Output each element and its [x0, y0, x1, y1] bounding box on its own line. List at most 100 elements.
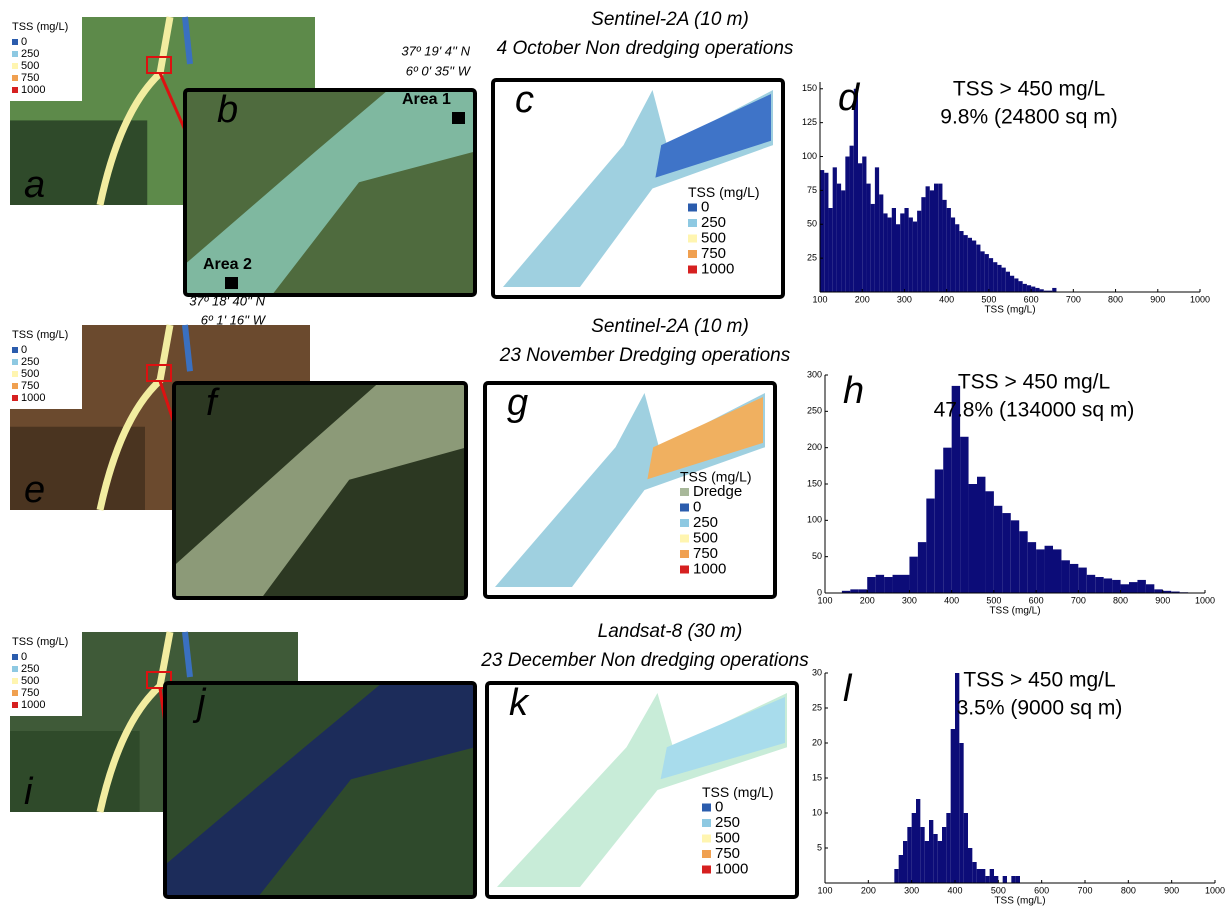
detail-frame: [172, 381, 468, 600]
x-tick-label: 500: [981, 294, 996, 304]
legend-title: TSS (mg/L): [12, 329, 68, 341]
x-tick-label: 400: [939, 294, 954, 304]
legend-swatch: [12, 666, 18, 672]
map-frame: [483, 381, 777, 599]
legend-label: 500: [693, 529, 718, 546]
x-axis-label: TSS (mg/L): [984, 305, 1035, 316]
y-tick-label: 50: [812, 551, 822, 561]
bar: [929, 820, 934, 883]
legend-swatch: [12, 359, 18, 365]
bar: [911, 813, 916, 883]
bar: [1010, 520, 1020, 593]
panel-letter: h: [843, 370, 864, 412]
legend-label: 750: [21, 72, 39, 84]
legend-label: 500: [21, 368, 39, 380]
bar: [1031, 286, 1036, 292]
bar: [955, 673, 960, 883]
x-tick-label: 200: [860, 595, 875, 605]
panel-letter: a: [24, 164, 45, 206]
y-tick-label: 50: [807, 219, 817, 229]
legend-label: 0: [21, 36, 27, 48]
legend-title: TSS (mg/L): [12, 636, 68, 648]
row-title: Sentinel-2A (10 m): [591, 316, 749, 337]
legend-label: 750: [701, 245, 726, 262]
bar: [879, 194, 884, 292]
legend-label: 750: [21, 380, 39, 392]
bar: [1078, 567, 1087, 593]
y-tick-label: 10: [812, 807, 822, 817]
legend-label: 750: [715, 845, 740, 862]
y-tick-label: 25: [812, 702, 822, 712]
legend-label: 500: [21, 675, 39, 687]
legend-swatch: [688, 203, 697, 212]
y-tick-label: 20: [812, 737, 822, 747]
bar: [942, 199, 947, 292]
bar: [1171, 591, 1180, 593]
x-tick-label: 400: [947, 885, 962, 895]
x-tick-label: 700: [1077, 885, 1092, 895]
bar: [884, 577, 893, 593]
legend-swatch: [12, 51, 18, 57]
bar: [934, 183, 939, 292]
bar: [1043, 290, 1048, 292]
bar: [926, 498, 935, 593]
legend-swatch: [680, 534, 689, 543]
bar: [898, 855, 903, 883]
detail-water: [174, 383, 466, 598]
area-marker: [225, 277, 238, 289]
legend-label: 0: [715, 798, 723, 815]
x-tick-label: 600: [1034, 885, 1049, 895]
map-high: [660, 697, 785, 780]
legend-swatch: [12, 75, 18, 81]
bar: [917, 210, 922, 292]
legend-label: 250: [693, 514, 718, 531]
legend-swatch: [702, 819, 711, 827]
bar: [968, 484, 977, 593]
map-high: [655, 94, 771, 178]
legend-label: 250: [715, 814, 740, 831]
river: [96, 16, 174, 206]
bar: [1015, 876, 1020, 883]
legend-label: 1000: [701, 260, 734, 277]
row-subtitle: 23 November Dredging operations: [499, 345, 791, 366]
bar: [1018, 281, 1023, 292]
map-frame: [491, 78, 785, 299]
detail-frame: [183, 88, 477, 297]
bar: [874, 167, 880, 292]
y-tick-label: 200: [807, 442, 822, 452]
bar: [845, 156, 850, 292]
panel-letter: i: [24, 771, 34, 813]
y-tick-label: 250: [807, 406, 822, 416]
legend-bg: [10, 632, 82, 716]
bar: [938, 183, 943, 292]
bar: [997, 264, 1002, 292]
bar: [1027, 542, 1037, 593]
y-tick-label: 125: [802, 117, 817, 127]
bar: [968, 848, 973, 883]
coordinate: 37º 19' 4'' N: [401, 43, 470, 58]
legend-title: TSS (mg/L): [688, 184, 760, 200]
legend-swatch: [12, 347, 18, 353]
bar: [1112, 579, 1121, 593]
bar: [993, 505, 1003, 593]
map-frame: [485, 681, 799, 899]
bar: [1019, 531, 1028, 593]
y-tick-label: 300: [807, 369, 822, 379]
bar: [858, 589, 868, 593]
bar: [883, 213, 888, 292]
x-tick-label: 900: [1155, 595, 1170, 605]
annotation: 3.5% (9000 sq m): [957, 697, 1123, 720]
panel-letter: f: [206, 382, 220, 424]
row-subtitle: 23 December Non dredging operations: [480, 650, 809, 671]
bar: [950, 729, 955, 883]
x-tick-label: 900: [1164, 885, 1179, 895]
x-tick-label: 600: [1029, 595, 1044, 605]
bar: [942, 827, 947, 883]
bar: [832, 167, 837, 292]
y-tick-label: 150: [807, 478, 822, 488]
bar: [993, 262, 998, 292]
river-branch: [182, 631, 193, 678]
legend-swatch: [702, 834, 711, 843]
legend-label: 500: [21, 60, 39, 72]
